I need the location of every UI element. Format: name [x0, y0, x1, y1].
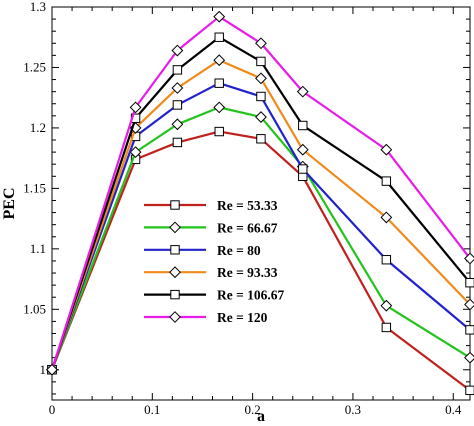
data-point	[172, 137, 183, 148]
legend-entry-1: Re = 66.67	[144, 220, 278, 235]
series-line	[50, 59, 471, 371]
x-tick-label: 0.4	[445, 402, 462, 417]
data-point	[380, 211, 393, 224]
y-tick-label: 1	[40, 362, 47, 377]
legend-entry-4: Re = 106.67	[144, 288, 285, 303]
data-point	[381, 176, 392, 186]
y-tick-label: 1.05	[23, 301, 46, 316]
legend-label: Re = 80	[217, 243, 261, 258]
data-point	[214, 78, 224, 88]
data-point	[46, 363, 58, 376]
legend-marker	[169, 266, 181, 279]
data-point	[296, 143, 309, 156]
data-point	[464, 351, 474, 364]
axis-ticks: 0 0.1 0.2 0.3 0.4 1 1.05 1.1 1.15 1.2 1.25 1.3	[23, 0, 470, 417]
data-point	[129, 101, 142, 114]
data-point	[172, 65, 183, 75]
data-point	[464, 252, 474, 265]
series-line	[50, 15, 471, 371]
y-tick-label: 1.2	[30, 120, 46, 135]
data-point	[213, 101, 226, 114]
data-point	[381, 322, 392, 333]
series-line	[50, 106, 471, 371]
data-point	[298, 120, 308, 131]
data-point	[255, 72, 267, 85]
data-point	[464, 298, 474, 311]
series-layer	[46, 10, 474, 396]
plot-frame	[51, 6, 471, 401]
data-point	[214, 32, 224, 42]
data-point	[296, 85, 309, 98]
data-point	[256, 56, 266, 67]
data-point	[171, 118, 184, 131]
data-point	[171, 44, 184, 57]
x-axis-title: a	[257, 408, 265, 425]
legend-label: Re = 120	[217, 310, 268, 325]
data-point	[172, 100, 183, 110]
y-tick-label: 1.3	[30, 0, 46, 14]
legend: Re = 53.33 Re = 66.67 Re = 80 Re = 93.33 Re …	[144, 198, 285, 325]
x-tick-label: 0.3	[345, 402, 361, 417]
data-point	[129, 146, 142, 159]
data-point	[213, 54, 226, 67]
x-tick-label: 0.2	[244, 402, 260, 417]
data-point	[380, 299, 393, 312]
legend-marker	[169, 311, 181, 323]
x-tick-label: 0	[49, 402, 56, 417]
data-point	[214, 126, 224, 137]
data-point	[465, 325, 474, 335]
data-point	[255, 37, 267, 50]
series-line	[50, 82, 471, 371]
data-point	[256, 91, 266, 102]
legend-entry-2: Re = 80	[144, 243, 261, 258]
y-axis-title: PEC	[1, 188, 18, 220]
legend-label: Re = 53.33	[217, 198, 278, 213]
legend-marker	[170, 200, 180, 210]
data-point	[465, 385, 474, 396]
y-tick-label: 1.1	[30, 241, 46, 256]
y-tick-label: 1.15	[23, 180, 46, 195]
data-point	[213, 10, 226, 23]
plot-area	[51, 6, 471, 401]
series-line	[50, 130, 471, 392]
data-point	[381, 255, 392, 265]
series-0	[47, 126, 474, 396]
data-point	[256, 134, 266, 144]
legend-marker	[169, 221, 181, 234]
series-5	[46, 10, 474, 376]
legend-label: Re = 66.67	[217, 220, 278, 235]
legend-entry-3: Re = 93.33	[144, 265, 278, 280]
series-line	[50, 36, 471, 371]
y-tick-label: 1.25	[23, 59, 46, 74]
legend-label: Re = 93.33	[217, 265, 278, 280]
legend-entry-0: Re = 53.33	[144, 198, 278, 213]
data-point	[255, 111, 267, 123]
x-tick-label: 0.1	[144, 402, 160, 417]
data-point	[380, 143, 393, 156]
legend-label: Re = 106.67	[217, 288, 285, 303]
series-4	[47, 32, 474, 375]
legend-marker	[170, 289, 180, 300]
data-point	[465, 278, 474, 288]
data-point	[171, 82, 184, 94]
legend-marker	[170, 245, 180, 255]
legend-entry-5: Re = 120	[144, 310, 268, 325]
data-point	[298, 164, 308, 174]
